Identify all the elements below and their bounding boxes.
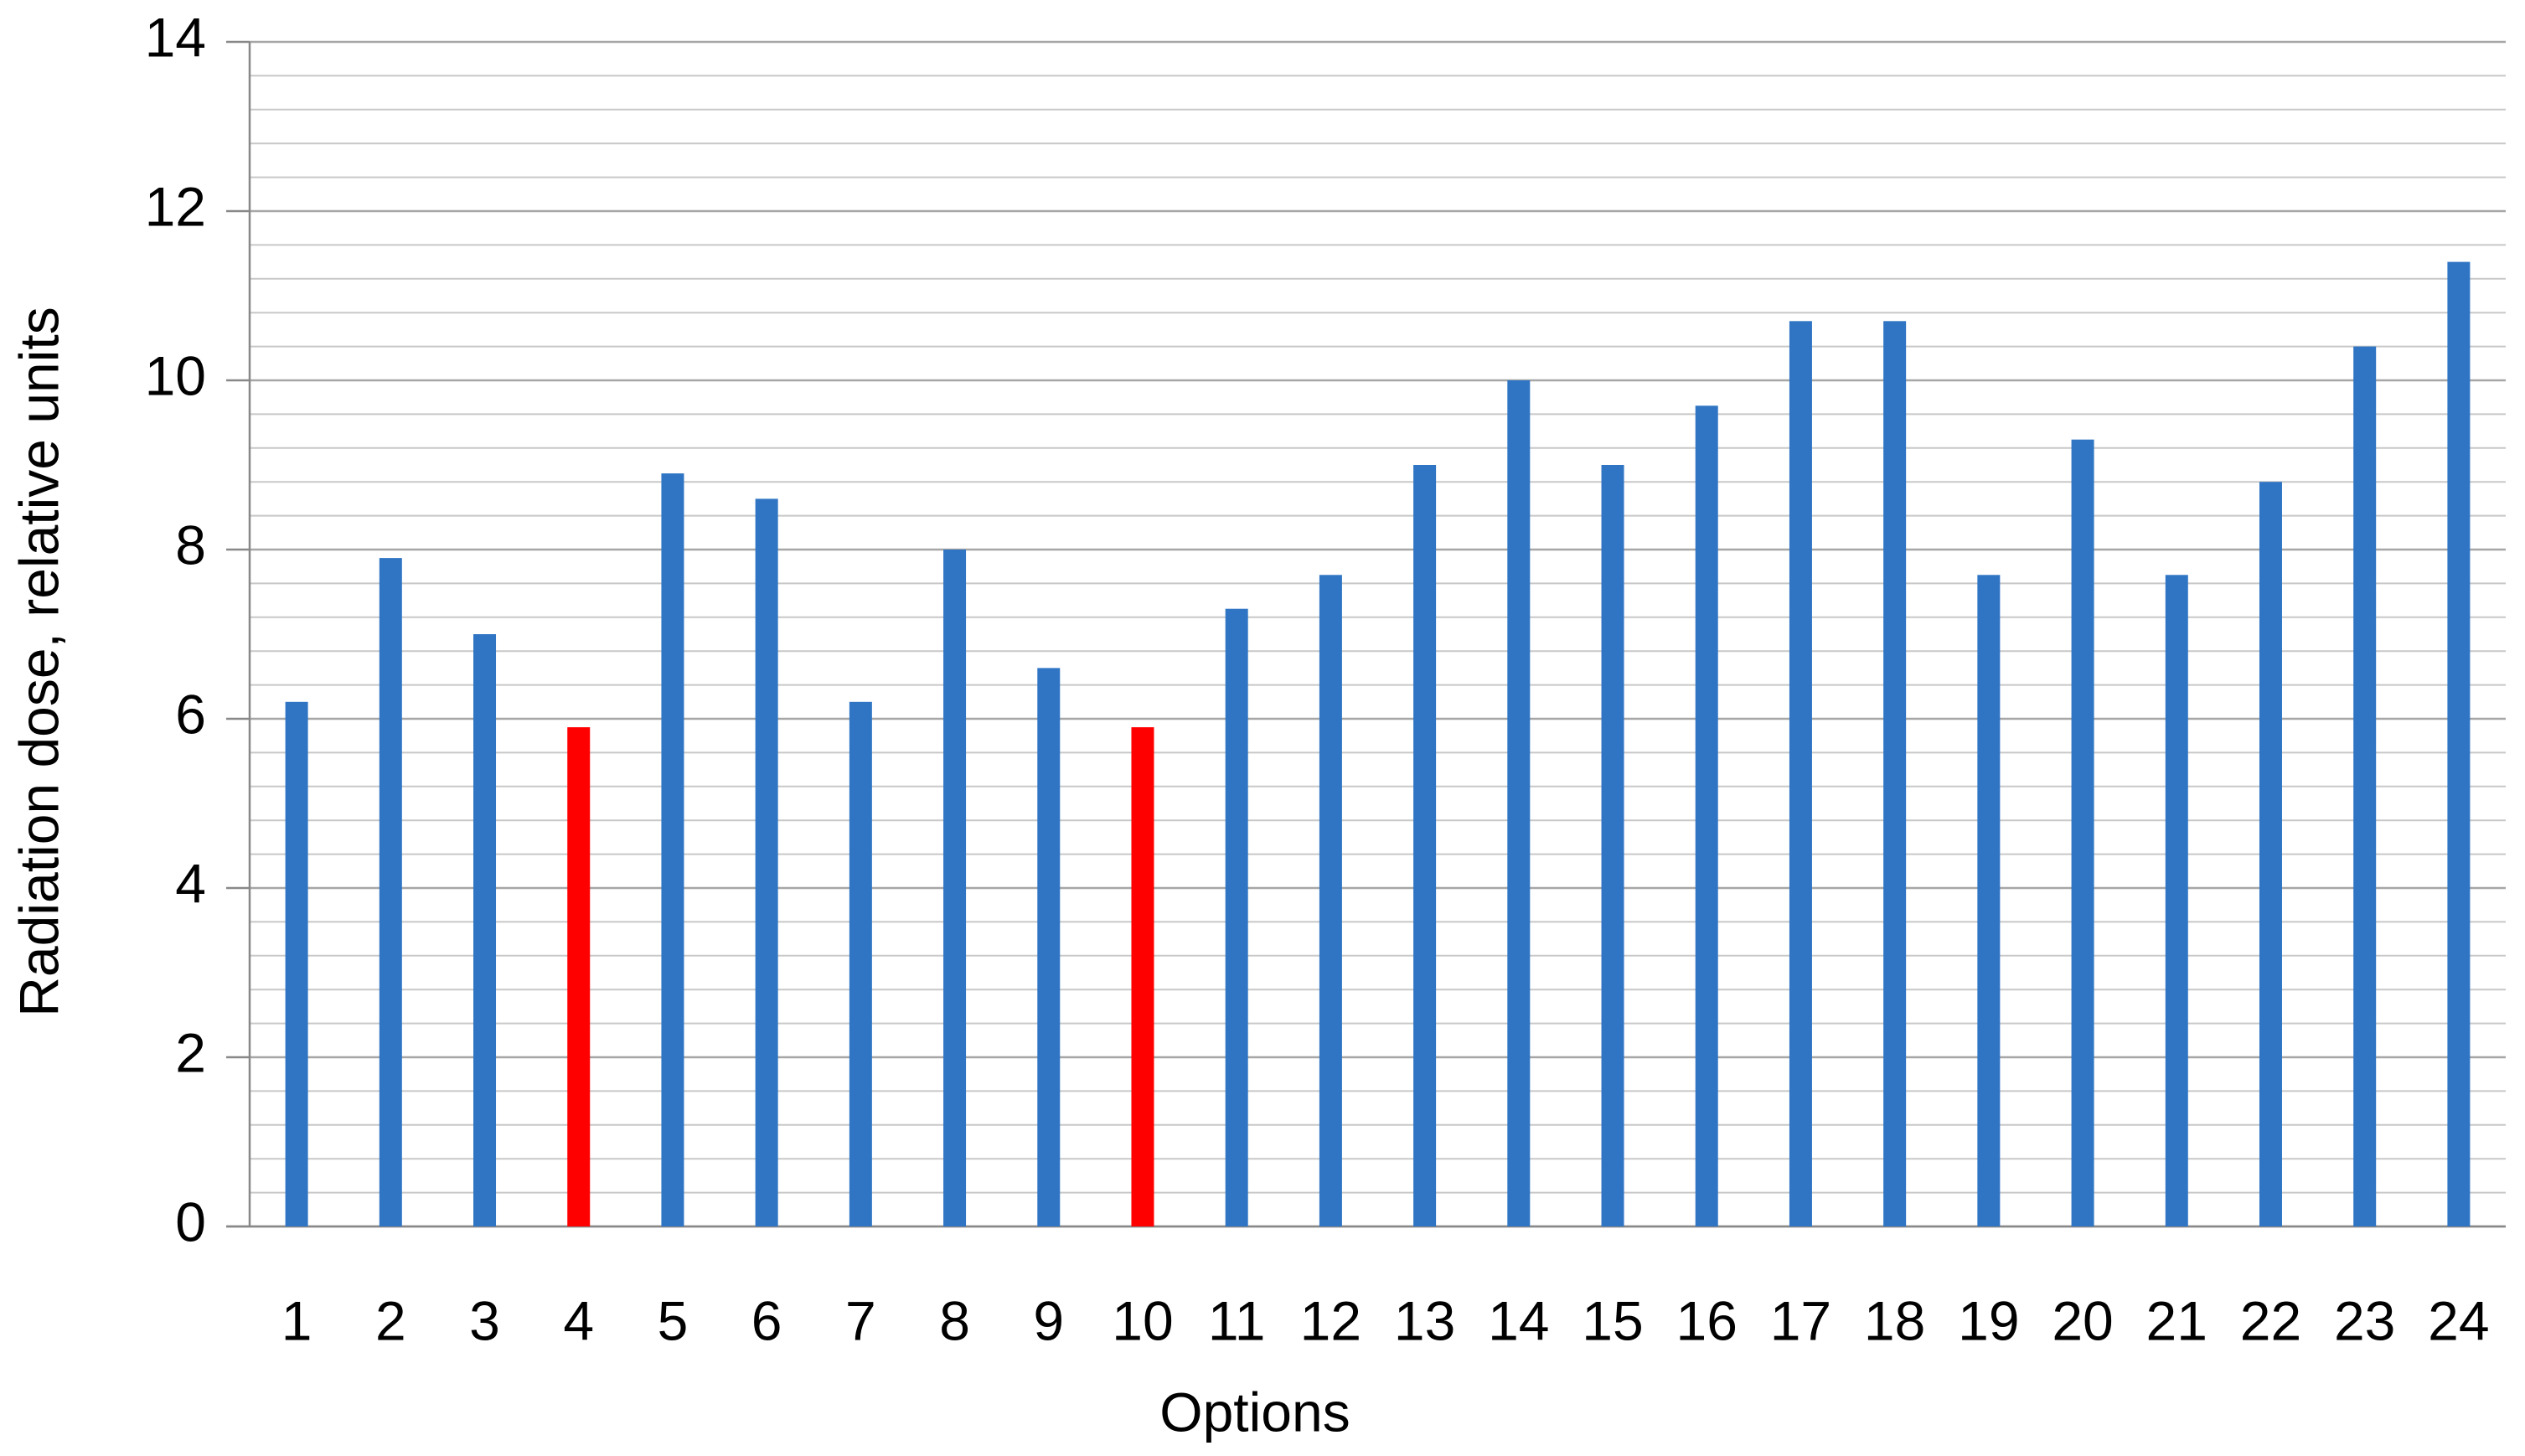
bar	[1131, 727, 1154, 1226]
x-tick-label: 13	[1394, 1289, 1455, 1351]
x-tick-label: 20	[2052, 1289, 2113, 1351]
bar	[1601, 465, 1624, 1226]
x-axis-label: Options	[1159, 1381, 1350, 1443]
bar	[943, 550, 967, 1226]
bar	[1977, 575, 2001, 1226]
y-tick-label: 12	[145, 175, 206, 237]
x-tick-label: 17	[1770, 1289, 1831, 1351]
x-tick-label: 5	[658, 1289, 689, 1351]
y-tick-label: 4	[175, 852, 206, 914]
bar	[2259, 482, 2282, 1226]
x-tick-label: 24	[2428, 1289, 2489, 1351]
x-tick-label: 14	[1488, 1289, 1549, 1351]
bar	[567, 727, 591, 1226]
bar	[473, 634, 497, 1226]
bar	[1695, 405, 1718, 1226]
x-tick-label: 15	[1582, 1289, 1643, 1351]
bar	[661, 473, 684, 1226]
bar	[2353, 346, 2377, 1227]
bar	[379, 558, 402, 1226]
bar	[1037, 668, 1061, 1226]
x-tick-label: 3	[469, 1289, 500, 1351]
y-tick-label: 10	[145, 344, 206, 406]
x-tick-label: 8	[939, 1289, 970, 1351]
x-tick-label: 23	[2334, 1289, 2395, 1351]
bar	[755, 498, 778, 1226]
y-tick-label: 8	[175, 514, 206, 576]
y-tick-label: 6	[175, 683, 206, 745]
x-tick-label: 19	[1958, 1289, 2019, 1351]
x-tick-label: 7	[845, 1289, 876, 1351]
x-tick-label: 21	[2146, 1289, 2207, 1351]
y-tick-label: 14	[145, 6, 206, 68]
x-tick-label: 4	[563, 1289, 594, 1351]
x-tick-label: 6	[751, 1289, 782, 1351]
bar	[1883, 321, 1907, 1226]
x-tick-label: 10	[1112, 1289, 1173, 1351]
bar	[849, 701, 872, 1226]
x-tick-label: 12	[1300, 1289, 1361, 1351]
x-tick-label: 2	[375, 1289, 406, 1351]
x-tick-label: 9	[1033, 1289, 1064, 1351]
bar	[2071, 439, 2094, 1226]
y-tick-label: 2	[175, 1021, 206, 1083]
bar	[2165, 575, 2188, 1226]
bar	[1413, 465, 1437, 1226]
x-tick-label: 22	[2240, 1289, 2301, 1351]
x-tick-label: 1	[281, 1289, 312, 1351]
bar	[1225, 608, 1248, 1226]
bar	[1789, 321, 1812, 1226]
bar	[1319, 575, 1342, 1226]
bar	[2447, 261, 2471, 1227]
x-tick-label: 18	[1864, 1289, 1925, 1351]
bar	[1507, 380, 1531, 1226]
y-tick-label: 0	[175, 1190, 206, 1252]
x-tick-label: 11	[1208, 1289, 1266, 1351]
x-tick-label: 16	[1676, 1289, 1738, 1351]
y-axis-label: Radiation dose, relative units	[8, 307, 70, 1017]
bar	[285, 701, 308, 1226]
